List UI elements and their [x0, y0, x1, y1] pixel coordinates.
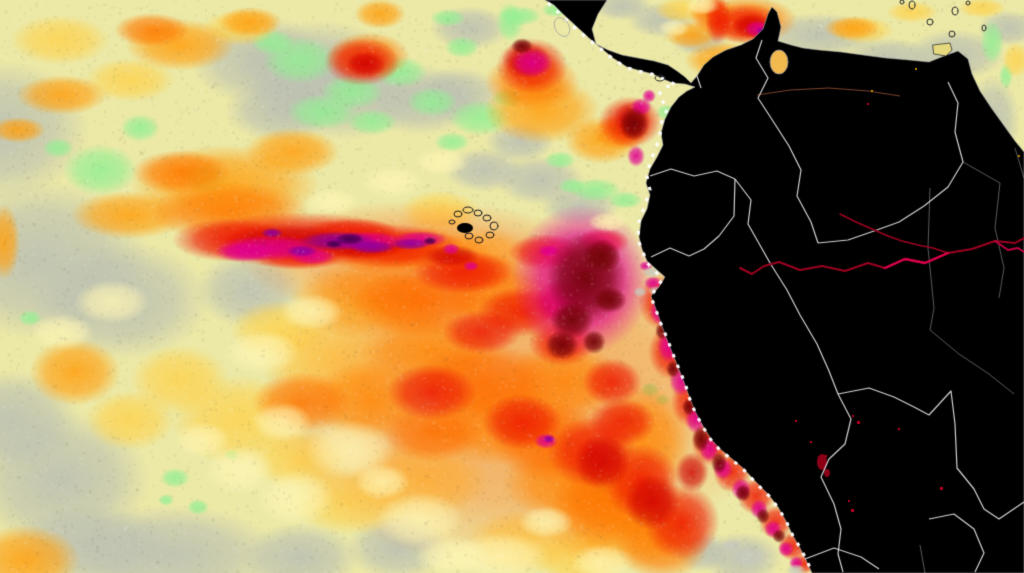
sst-anomaly-map-canvas — [0, 0, 1024, 573]
sst-anomaly-map — [0, 0, 1024, 573]
